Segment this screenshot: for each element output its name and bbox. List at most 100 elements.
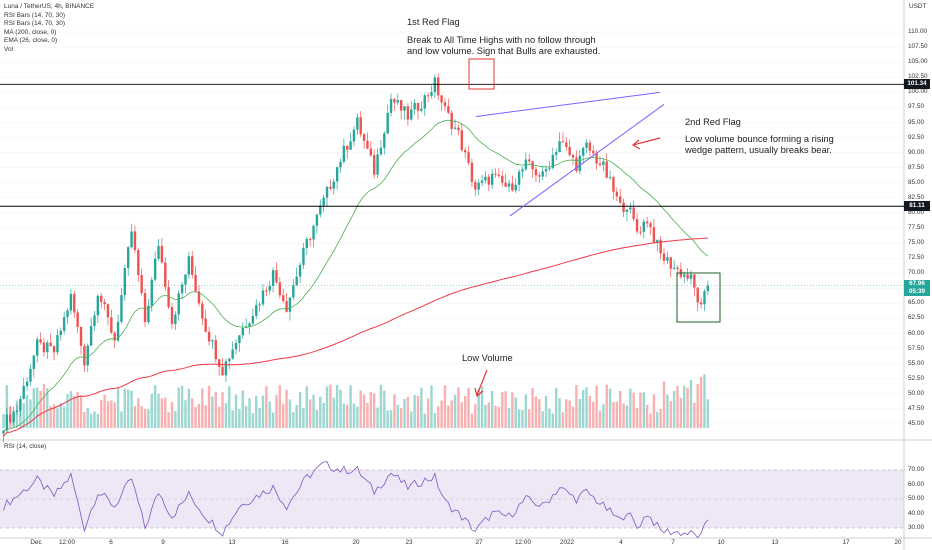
volume-bar — [325, 386, 329, 428]
flag1-title[interactable]: 1st Red Flag — [407, 17, 460, 27]
volume-bar — [312, 394, 315, 428]
price-tick: 80.00 — [908, 208, 924, 216]
volume-bar — [662, 381, 666, 428]
candle-body — [56, 335, 59, 353]
volume-bar — [393, 394, 396, 428]
candle-body — [265, 290, 268, 292]
wedge-lower-trendline[interactable] — [509, 104, 665, 217]
volume-bar — [197, 403, 201, 428]
volume-bar — [248, 398, 251, 428]
candle-body — [457, 127, 460, 131]
candle-body — [123, 268, 127, 296]
volume-bar — [399, 408, 403, 428]
candle-body — [315, 214, 319, 226]
volume-bar — [22, 403, 25, 428]
candle-body — [19, 398, 22, 411]
candle-body — [234, 343, 238, 350]
volume-bar — [706, 399, 710, 428]
study-ema26[interactable]: EMA (26, close, 0) — [4, 37, 58, 45]
candle-body — [100, 295, 103, 303]
candle-body — [275, 270, 278, 283]
volume-bar — [100, 399, 103, 428]
candle-body — [9, 414, 12, 423]
candle-body — [160, 245, 164, 263]
volume-bar — [46, 388, 49, 428]
volume-bar — [558, 398, 561, 428]
candle-body — [558, 141, 561, 153]
flag1-highlight-box[interactable] — [468, 58, 495, 90]
time-tick: 17 — [842, 539, 850, 546]
candle-body — [352, 129, 356, 142]
candle-body — [490, 173, 494, 185]
candle-body — [224, 361, 228, 376]
candle-body — [194, 274, 197, 292]
volume-bar — [568, 400, 571, 428]
volume-bar — [366, 403, 369, 428]
volume-bar — [25, 395, 29, 428]
symbol-title[interactable]: Luna / TetherUS, 4h, BINANCE — [4, 3, 95, 10]
volume-bar — [511, 392, 514, 428]
time-tick: 7 — [671, 539, 675, 546]
volume-bar — [504, 391, 507, 428]
volume-bar — [204, 405, 207, 428]
price-tick: 47.50 — [908, 404, 924, 412]
volume-bar — [463, 395, 467, 428]
volume-bar — [531, 387, 534, 428]
volume-bar — [437, 406, 440, 428]
candle-body — [447, 106, 450, 113]
volume-bar — [433, 413, 437, 428]
candle-body — [403, 106, 406, 111]
volume-bar — [2, 414, 5, 428]
candle-body — [659, 239, 662, 254]
candle-body — [534, 169, 538, 176]
volume-bar — [396, 404, 399, 428]
study-rsi-bars-1[interactable]: RSI Bars (14, 70, 30) — [4, 11, 66, 19]
rsi-pane-label[interactable]: RSI (14, close) — [4, 443, 47, 450]
study-ma200[interactable]: MA (200, close, 0) — [4, 28, 57, 36]
volume-bar — [180, 385, 184, 428]
volume-bar — [602, 404, 605, 428]
candle-body — [346, 145, 349, 150]
currency-label: USDT — [909, 3, 927, 10]
volume-bar — [541, 411, 544, 428]
flag1-text[interactable]: Break to All Time Highs with no follow t… — [407, 35, 601, 56]
candle-body — [480, 180, 484, 183]
low-volume-label[interactable]: Low Volume — [462, 353, 513, 363]
candle-body — [207, 331, 211, 342]
volume-bar — [447, 405, 450, 428]
candle-body — [133, 231, 137, 251]
candle-body — [453, 127, 457, 129]
flag2-title[interactable]: 2nd Red Flag — [685, 117, 741, 127]
time-tick: 16 — [281, 539, 289, 546]
study-volume[interactable]: Vol — [4, 45, 14, 53]
volume-bar — [346, 404, 349, 428]
candle-body — [261, 290, 265, 305]
volume-bar — [234, 394, 238, 428]
candle-body — [322, 197, 325, 206]
volume-bar — [211, 396, 214, 428]
flag2-text[interactable]: Low volume bounce forming a rising wedge… — [685, 134, 834, 155]
candle-body — [639, 231, 642, 233]
wedge-upper-trendline[interactable] — [475, 91, 661, 117]
current-price-highlight-box[interactable] — [676, 272, 721, 323]
candle-body — [565, 142, 568, 147]
candle-body — [477, 182, 480, 190]
time-tick: Dec — [30, 539, 42, 546]
volume-bar — [130, 390, 133, 428]
volume-bar — [238, 409, 241, 428]
volume-bar — [679, 397, 683, 428]
volume-bar — [686, 387, 689, 428]
price-tick: 72.50 — [908, 254, 924, 262]
volume-bar — [383, 390, 386, 428]
candle-body — [615, 191, 619, 197]
volume-bar — [39, 390, 42, 428]
candle-body — [443, 102, 447, 107]
study-rsi-bars-2[interactable]: RSI Bars (14, 70, 30) — [4, 20, 66, 28]
volume-bar — [622, 403, 625, 428]
last-price-value: 67.96 — [909, 279, 925, 287]
candle-body — [588, 142, 592, 151]
volume-bar — [86, 407, 89, 428]
candle-body — [15, 410, 19, 412]
candle-body — [167, 287, 170, 307]
